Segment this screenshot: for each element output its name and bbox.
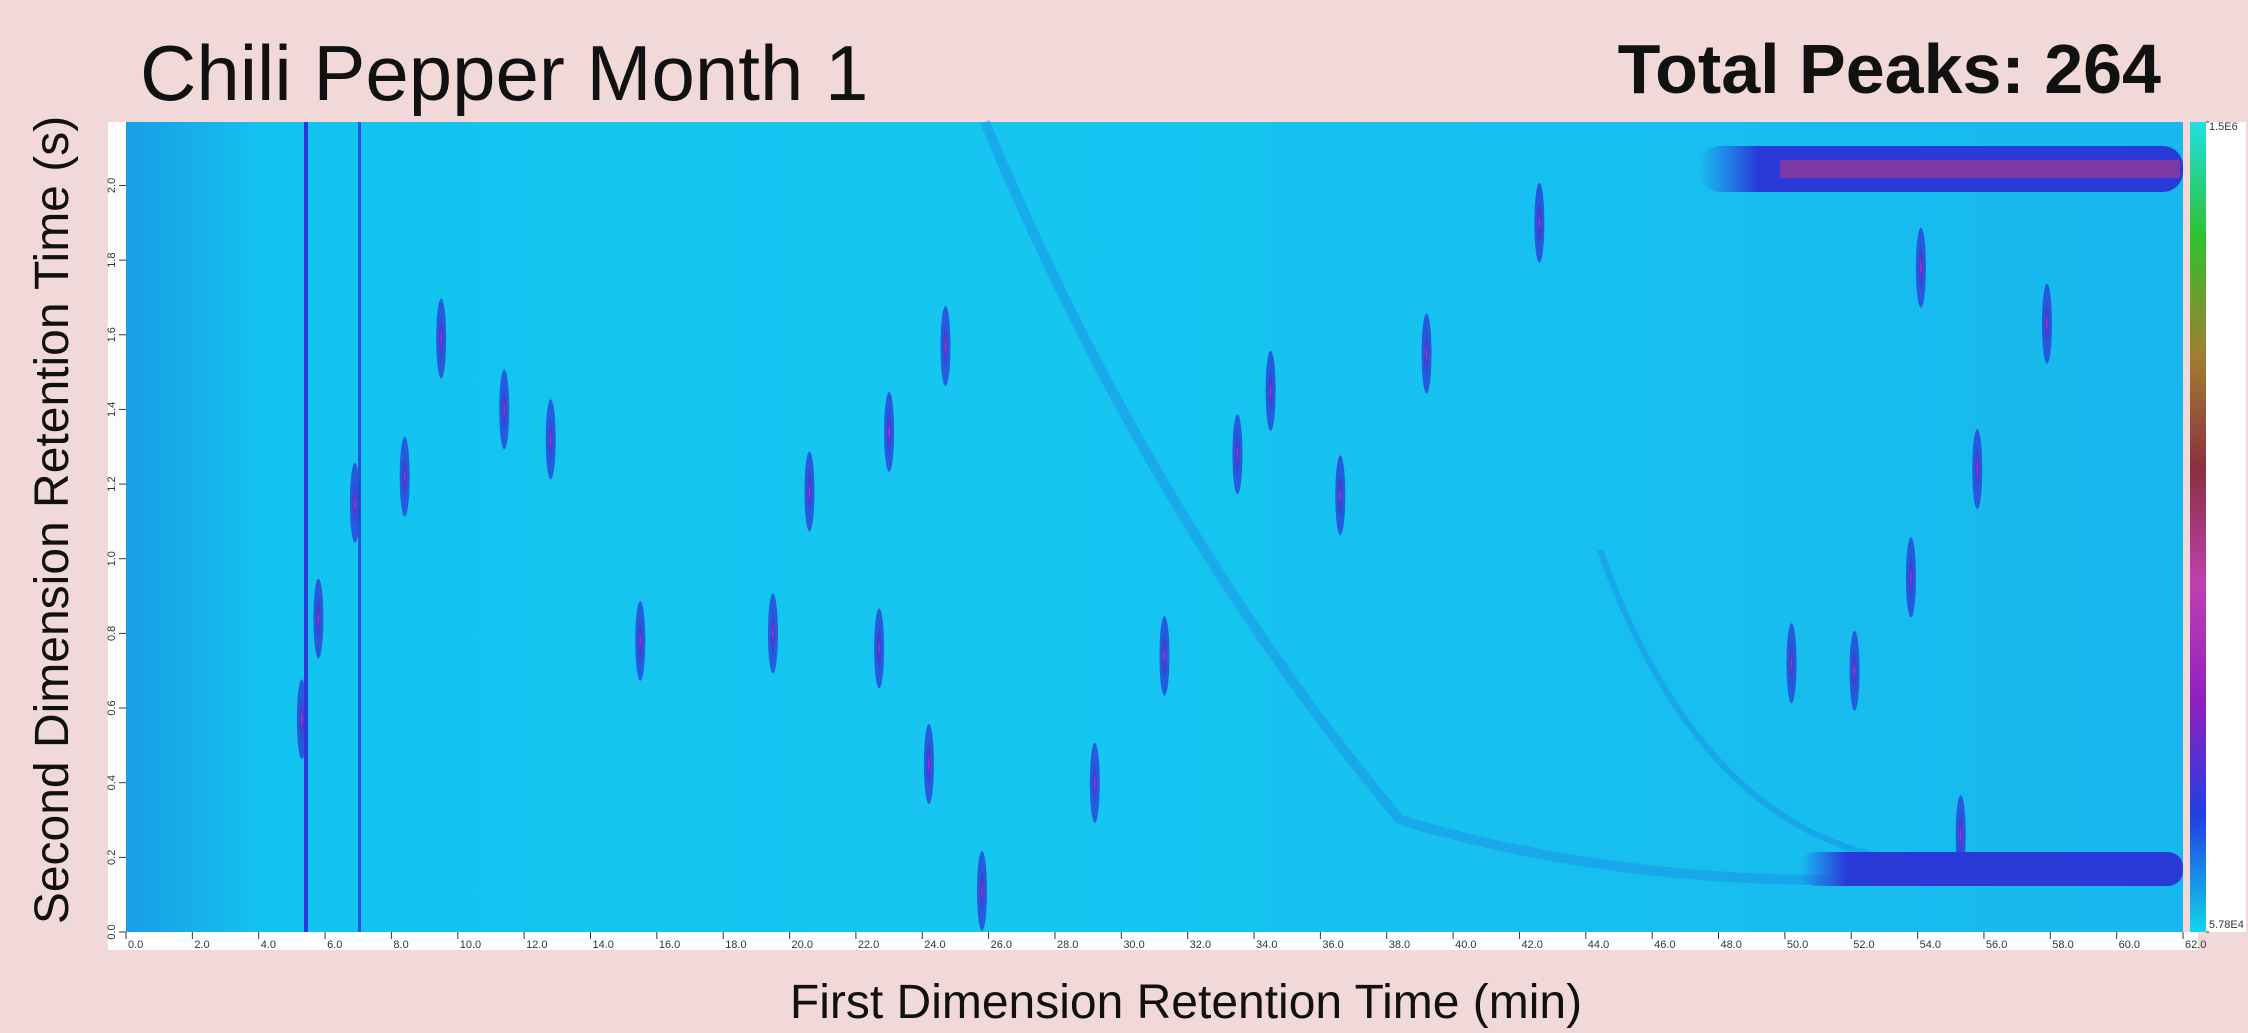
y-tick-label: 1.0 xyxy=(106,551,118,566)
colorbar-label-area xyxy=(2206,122,2246,932)
chart-title: Chili Pepper Month 1 xyxy=(140,29,868,117)
x-tick-label: 46.0 xyxy=(1654,939,1675,951)
peak xyxy=(1958,811,1964,859)
peak xyxy=(770,609,776,657)
peak xyxy=(942,322,948,370)
y-axis-title: Second Dimension Retention Time (s) xyxy=(26,116,79,924)
peak xyxy=(402,453,408,501)
peak xyxy=(1789,639,1795,687)
peak xyxy=(1536,199,1542,247)
x-tick-label: 6.0 xyxy=(327,939,342,951)
peak xyxy=(2044,300,2050,348)
y-tick-label: 0.2 xyxy=(106,850,118,865)
plot-area xyxy=(126,122,2183,932)
peak xyxy=(438,314,444,362)
x-tick-label: 50.0 xyxy=(1787,939,1808,951)
x-tick-label: 34.0 xyxy=(1256,939,1277,951)
y-tick-label: 1.8 xyxy=(106,252,118,267)
x-tick-label: 12.0 xyxy=(526,939,547,951)
x-tick-label: 0.0 xyxy=(128,939,143,951)
peak xyxy=(1852,647,1858,695)
x-tick-label: 4.0 xyxy=(261,939,276,951)
x-tick-label: 14.0 xyxy=(592,939,613,951)
peak xyxy=(299,695,305,743)
bleed-band-core xyxy=(1780,160,2180,178)
y-tick-label: 0.6 xyxy=(106,700,118,715)
total-peaks: Total Peaks: 264 xyxy=(1618,30,2161,108)
peak xyxy=(1918,244,1924,292)
peak xyxy=(1234,430,1240,478)
peak xyxy=(1161,632,1167,680)
x-tick-label: 22.0 xyxy=(858,939,879,951)
x-tick-label: 24.0 xyxy=(924,939,945,951)
x-tick-label: 26.0 xyxy=(991,939,1012,951)
x-tick-label: 42.0 xyxy=(1521,939,1542,951)
peak xyxy=(548,415,554,463)
colorbar xyxy=(2190,122,2206,932)
colorbar-tick-label: 1.5E6 xyxy=(2209,121,2238,133)
peak xyxy=(1424,329,1430,377)
x-tick-label: 18.0 xyxy=(725,939,746,951)
x-tick-label: 62.0 xyxy=(2185,939,2206,951)
y-tick-label: 0.4 xyxy=(106,775,118,790)
peak xyxy=(806,468,812,516)
x-tick-label: 44.0 xyxy=(1588,939,1609,951)
peak xyxy=(1092,759,1098,807)
x-tick-label: 38.0 xyxy=(1389,939,1410,951)
x-tick-label: 48.0 xyxy=(1721,939,1742,951)
chart: Chili Pepper Month 1 Total Peaks: 264 Fi… xyxy=(0,0,2248,1033)
peak xyxy=(979,867,985,915)
peak xyxy=(352,479,358,527)
x-tick-label: 56.0 xyxy=(1986,939,2007,951)
peak xyxy=(1268,367,1274,415)
peak xyxy=(1908,553,1914,601)
y-tick-label: 0.8 xyxy=(106,626,118,641)
peak xyxy=(876,624,882,672)
plot-background xyxy=(126,122,2183,932)
x-tick-label: 32.0 xyxy=(1190,939,1211,951)
x-tick-label: 30.0 xyxy=(1123,939,1144,951)
x-tick-label: 54.0 xyxy=(1920,939,1941,951)
x-axis-strip xyxy=(108,932,2198,950)
x-tick-label: 60.0 xyxy=(2119,939,2140,951)
x-tick-label: 8.0 xyxy=(393,939,408,951)
peak xyxy=(1337,471,1343,519)
x-tick-label: 58.0 xyxy=(2052,939,2073,951)
x-tick-label: 28.0 xyxy=(1057,939,1078,951)
bleed-band xyxy=(1800,852,2183,886)
x-tick-label: 40.0 xyxy=(1455,939,1476,951)
x-tick-label: 16.0 xyxy=(659,939,680,951)
y-tick-label: 1.6 xyxy=(106,327,118,342)
x-tick-label: 20.0 xyxy=(792,939,813,951)
peak xyxy=(926,740,932,788)
y-tick-label: 0.0 xyxy=(106,924,118,939)
x-axis-title: First Dimension Retention Time (min) xyxy=(790,976,1582,1029)
y-axis-strip xyxy=(108,122,126,934)
x-tick-label: 2.0 xyxy=(194,939,209,951)
y-tick-label: 1.4 xyxy=(106,402,118,417)
peak xyxy=(637,617,643,665)
peak xyxy=(501,385,507,433)
x-tick-label: 52.0 xyxy=(1853,939,1874,951)
peak xyxy=(1974,445,1980,493)
x-tick-label: 10.0 xyxy=(460,939,481,951)
solvent-line xyxy=(304,122,308,932)
y-tick-label: 2.0 xyxy=(106,178,118,193)
peak xyxy=(315,594,321,642)
peak xyxy=(886,408,892,456)
colorbar-tick-label: 5.78E4 xyxy=(2209,919,2244,931)
y-tick-label: 1.2 xyxy=(106,476,118,491)
x-tick-label: 36.0 xyxy=(1322,939,1343,951)
